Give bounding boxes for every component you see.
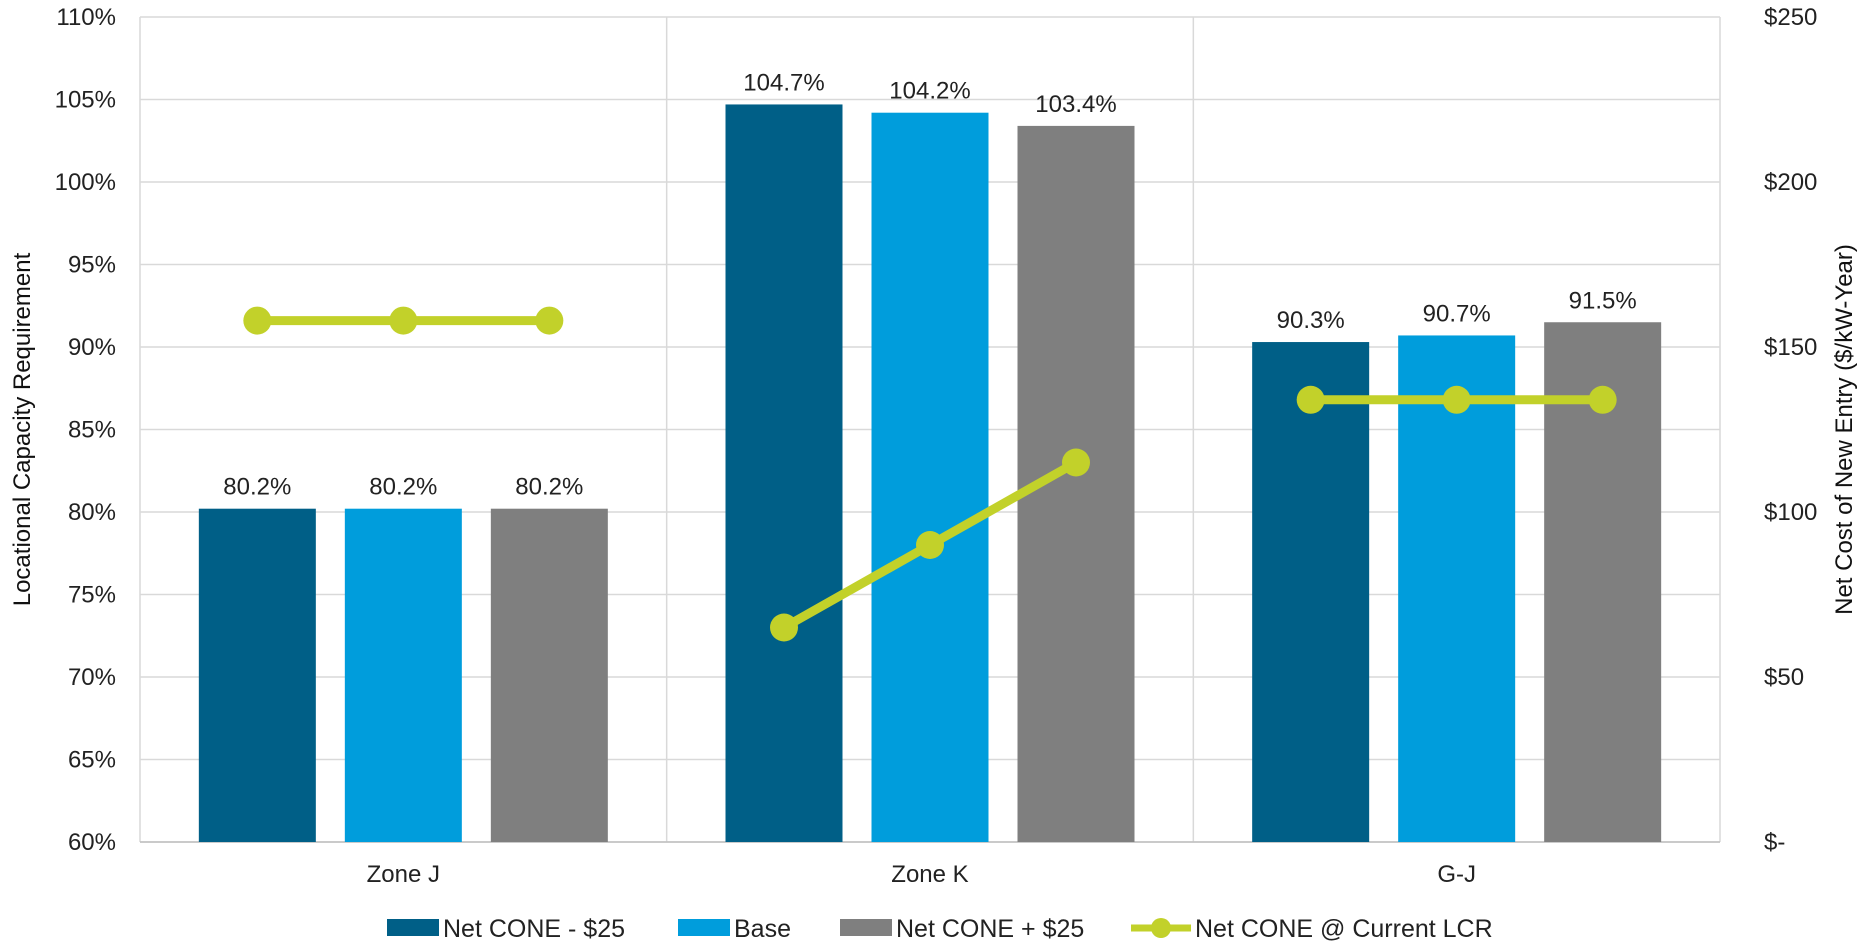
y-left-tick-label: 90% [68,334,116,361]
line-series-point [916,531,944,559]
bar-data-label: 90.7% [1423,300,1491,327]
y-right-tick-label: $100 [1764,499,1817,526]
y-left-tick-label: 100% [55,169,116,196]
y-left-tick-label: 60% [68,829,116,856]
legend-swatch [840,919,892,936]
legend-label: Net CONE - $25 [443,915,625,943]
bar [490,508,608,842]
line-series-point [1296,385,1325,414]
y-right-tick-label: $150 [1764,334,1817,361]
bar-data-label: 104.2% [889,78,970,105]
bar [1398,335,1516,842]
legend-line-marker [1151,918,1171,938]
y-right-tick-label: $200 [1764,169,1817,196]
y-left-tick-label: 70% [68,664,116,691]
category-label: G-J [1437,861,1476,888]
category-label: Zone K [891,861,968,888]
y-right-tick-label: $250 [1764,4,1817,31]
y-right-tick-label: $50 [1764,664,1804,691]
bar [1252,342,1370,842]
bar [344,508,462,842]
bar-data-label: 104.7% [743,69,824,96]
line-series-point [1588,385,1617,414]
y-left-tick-label: 75% [68,582,116,609]
legend-label: Net CONE @ Current LCR [1195,915,1493,943]
category-label: Zone J [367,861,440,888]
bar [198,508,316,842]
legend: Net CONE - $25 Base Net CONE + $25 Net CONE… [387,915,1493,943]
bar-data-label: 80.2% [223,474,291,501]
y-right-axis-title: Net Cost of New Entry ($/kW-Year) [1831,244,1858,615]
bar-data-label: 80.2% [369,474,437,501]
legend-swatch [387,919,439,936]
y-left-tick-label: 65% [68,747,116,774]
y-left-axis-title: Locational Capacity Requirement [9,252,36,606]
y-left-tick-label: 95% [68,252,116,279]
bar [725,104,843,842]
legend-swatch [678,919,730,936]
y-left-tick-label: 85% [68,417,116,444]
y-left-tick-label: 80% [68,499,116,526]
bar-data-label: 80.2% [515,474,583,501]
legend-label: Base [734,915,791,943]
y-left-tick-label: 110% [56,4,116,31]
line-series-point [389,306,418,335]
y-left-tick-label: 105% [55,87,116,114]
bar-data-label: 90.3% [1277,307,1345,334]
line-series-point [1442,385,1471,414]
line-series-point [243,306,272,335]
legend-label: Net CONE + $25 [896,915,1084,943]
line-series-point [1062,448,1090,477]
line-series-point [535,306,564,335]
bar [871,112,989,842]
bar-data-label: 91.5% [1569,287,1637,314]
line-series-point [770,613,798,642]
bar-data-label: 103.4% [1035,91,1116,118]
y-right-tick-label: $- [1764,829,1785,856]
